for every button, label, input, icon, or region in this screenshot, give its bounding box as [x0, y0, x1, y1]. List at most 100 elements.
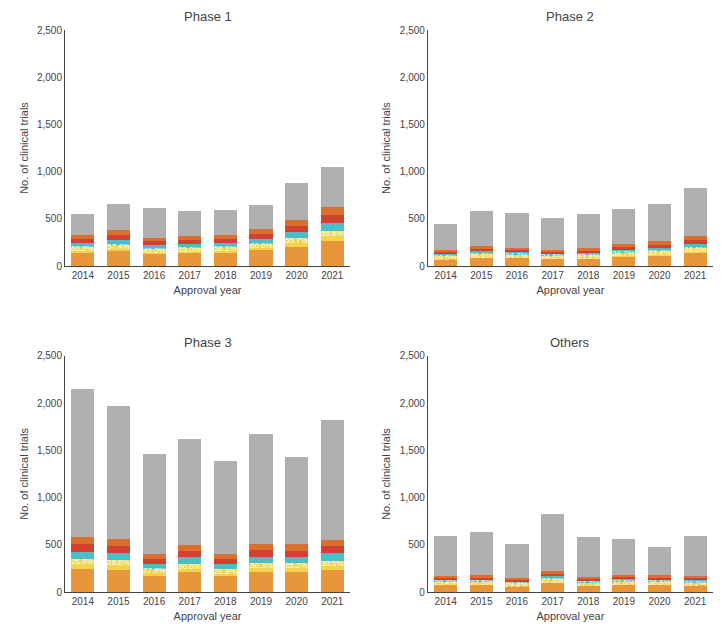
- svg-text:2020: 2020: [648, 270, 671, 281]
- svg-text:27.8%: 27.8%: [143, 566, 166, 575]
- svg-text:2021: 2021: [684, 270, 707, 281]
- svg-text:49.0%: 49.0%: [143, 246, 166, 255]
- svg-text:2018: 2018: [577, 270, 600, 281]
- svg-text:2015: 2015: [107, 596, 130, 607]
- svg-text:2,500: 2,500: [400, 25, 425, 36]
- svg-text:30.3%: 30.3%: [250, 561, 273, 570]
- svg-text:33.9%: 33.9%: [577, 252, 600, 261]
- svg-text:Approval year: Approval year: [174, 284, 242, 296]
- svg-text:34.7%: 34.7%: [505, 251, 528, 260]
- svg-text:39.4%: 39.4%: [648, 248, 671, 257]
- svg-text:2,500: 2,500: [37, 25, 62, 36]
- svg-text:55.0%: 55.0%: [178, 245, 201, 254]
- svg-text:2021: 2021: [684, 596, 707, 607]
- svg-text:1,000: 1,000: [400, 492, 425, 503]
- svg-text:26.9%: 26.9%: [71, 557, 94, 566]
- svg-text:500: 500: [45, 539, 62, 550]
- svg-text:2,000: 2,000: [400, 398, 425, 409]
- svg-text:2017: 2017: [179, 270, 202, 281]
- svg-text:0: 0: [56, 587, 62, 598]
- svg-text:2017: 2017: [541, 270, 564, 281]
- svg-text:30.5%: 30.5%: [321, 559, 344, 568]
- svg-text:2,500: 2,500: [400, 350, 425, 361]
- svg-text:1,000: 1,000: [37, 166, 62, 177]
- svg-text:34.6%: 34.6%: [541, 252, 564, 261]
- svg-text:38.5%: 38.5%: [684, 245, 707, 254]
- svg-text:No. of clinical trials: No. of clinical trials: [380, 428, 392, 520]
- svg-text:30.6%: 30.6%: [178, 562, 201, 571]
- svg-text:1,000: 1,000: [400, 166, 425, 177]
- svg-text:38.7%: 38.7%: [612, 249, 635, 258]
- svg-text:2019: 2019: [250, 270, 273, 281]
- svg-text:35.2%: 35.2%: [285, 561, 308, 570]
- svg-text:No. of clinical trials: No. of clinical trials: [380, 102, 392, 194]
- svg-text:2019: 2019: [250, 596, 273, 607]
- svg-text:2016: 2016: [143, 270, 166, 281]
- svg-text:No. of clinical trials: No. of clinical trials: [18, 102, 30, 194]
- svg-text:2021: 2021: [321, 270, 344, 281]
- svg-text:1,500: 1,500: [37, 445, 62, 456]
- svg-text:60.2%: 60.2%: [71, 244, 94, 253]
- svg-text:0: 0: [419, 261, 425, 272]
- svg-text:Approval year: Approval year: [537, 284, 605, 296]
- svg-text:2019: 2019: [613, 596, 636, 607]
- svg-text:Approval year: Approval year: [174, 610, 242, 622]
- svg-text:2,500: 2,500: [37, 350, 62, 361]
- svg-text:2017: 2017: [179, 596, 202, 607]
- svg-text:2014: 2014: [435, 270, 458, 281]
- svg-text:2020: 2020: [648, 596, 671, 607]
- svg-text:Others: Others: [550, 335, 590, 350]
- svg-text:1,000: 1,000: [37, 492, 62, 503]
- svg-text:2015: 2015: [470, 596, 493, 607]
- svg-text:29.4%: 29.4%: [434, 578, 457, 587]
- svg-text:500: 500: [45, 213, 62, 224]
- svg-text:2015: 2015: [470, 270, 493, 281]
- svg-text:27.7%: 27.7%: [577, 579, 600, 588]
- svg-text:2014: 2014: [72, 270, 95, 281]
- svg-text:28.8%: 28.8%: [214, 567, 237, 576]
- svg-text:36.6%: 36.6%: [648, 578, 671, 587]
- svg-text:2,000: 2,000: [400, 72, 425, 83]
- svg-text:32.5%: 32.5%: [612, 578, 635, 587]
- svg-text:2020: 2020: [286, 596, 309, 607]
- svg-text:1,500: 1,500: [400, 445, 425, 456]
- svg-text:0: 0: [56, 261, 62, 272]
- svg-text:2018: 2018: [214, 596, 237, 607]
- svg-text:2016: 2016: [506, 596, 529, 607]
- svg-text:500: 500: [408, 213, 425, 224]
- svg-text:2018: 2018: [214, 270, 237, 281]
- svg-text:1,500: 1,500: [400, 119, 425, 130]
- svg-text:60.6%: 60.6%: [250, 241, 273, 250]
- svg-text:2014: 2014: [72, 596, 95, 607]
- svg-text:55.7%: 55.7%: [285, 236, 308, 245]
- svg-text:2019: 2019: [613, 270, 636, 281]
- svg-text:2021: 2021: [321, 596, 344, 607]
- svg-text:2020: 2020: [286, 270, 309, 281]
- svg-text:2,000: 2,000: [37, 398, 62, 409]
- svg-text:59.6%: 59.6%: [321, 229, 344, 238]
- svg-text:28.2%: 28.2%: [684, 579, 707, 588]
- svg-text:2016: 2016: [506, 270, 529, 281]
- svg-text:Phase 3: Phase 3: [184, 335, 232, 350]
- svg-text:2017: 2017: [541, 596, 564, 607]
- svg-text:0: 0: [419, 587, 425, 598]
- svg-text:56.1%: 56.1%: [214, 244, 237, 253]
- svg-text:27.5%: 27.5%: [470, 578, 493, 587]
- svg-text:Phase 2: Phase 2: [546, 9, 594, 24]
- svg-text:57.4%: 57.4%: [107, 242, 130, 251]
- svg-text:1,500: 1,500: [37, 119, 62, 130]
- svg-text:2014: 2014: [435, 596, 458, 607]
- svg-text:Phase 1: Phase 1: [184, 9, 232, 24]
- svg-text:2015: 2015: [107, 270, 130, 281]
- svg-text:2,000: 2,000: [37, 72, 62, 83]
- svg-text:Approval year: Approval year: [537, 610, 605, 622]
- svg-text:No. of clinical trials: No. of clinical trials: [18, 428, 30, 520]
- svg-text:28.6%: 28.6%: [107, 558, 130, 567]
- svg-text:29.8%: 29.8%: [505, 580, 528, 589]
- svg-text:36.6%: 36.6%: [470, 251, 493, 260]
- svg-text:27.0%: 27.0%: [541, 576, 564, 585]
- svg-text:38.5%: 38.5%: [434, 253, 457, 262]
- svg-text:2016: 2016: [143, 596, 166, 607]
- svg-text:500: 500: [408, 539, 425, 550]
- svg-text:2018: 2018: [577, 596, 600, 607]
